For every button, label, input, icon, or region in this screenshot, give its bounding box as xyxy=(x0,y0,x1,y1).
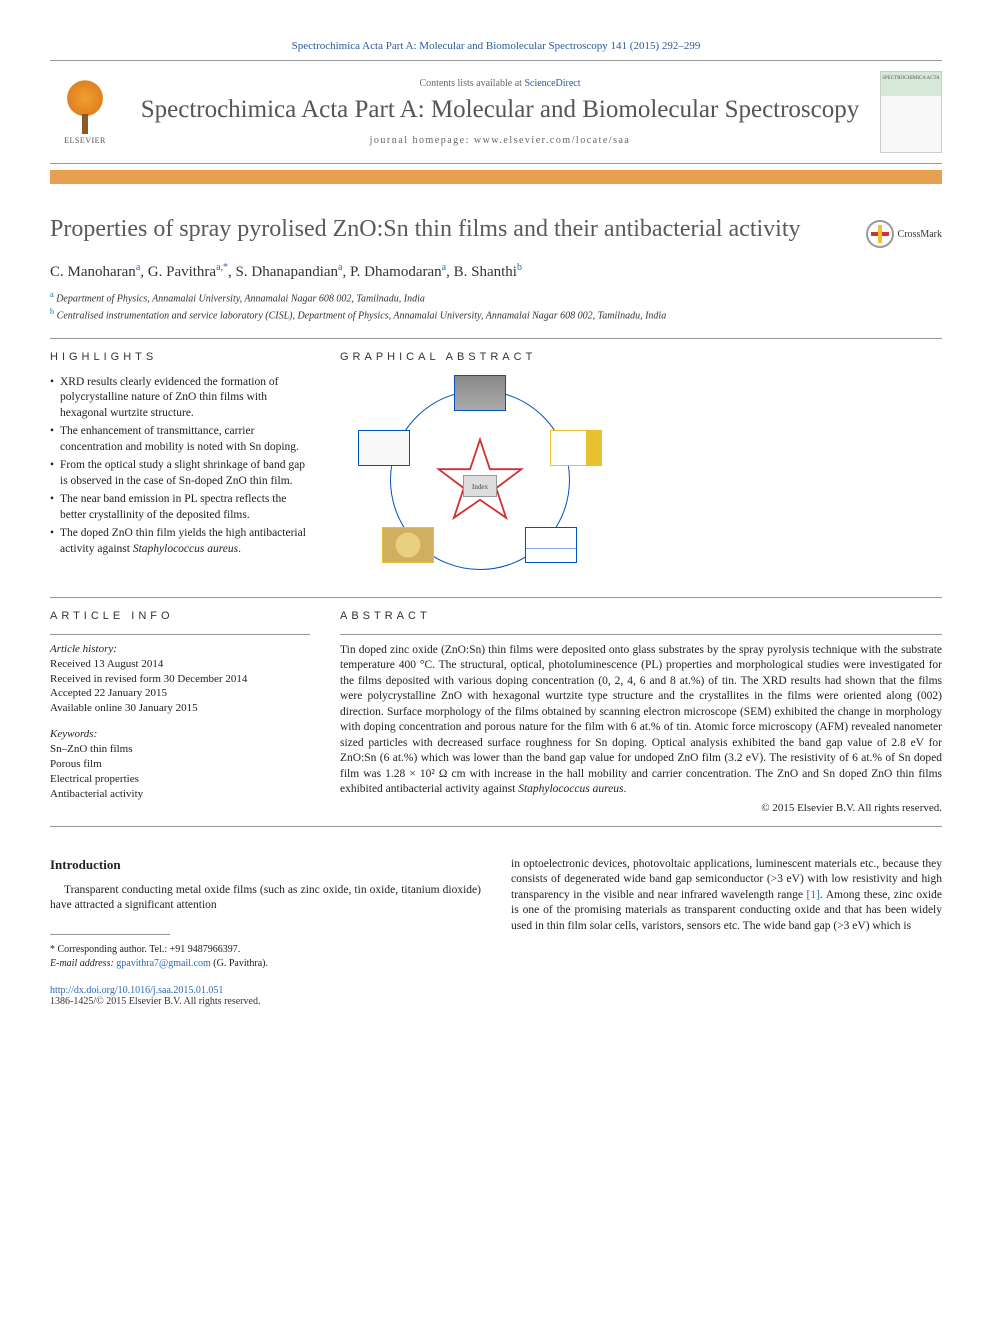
ga-thumb-bottom-left xyxy=(382,527,434,563)
contents-line: Contents lists available at ScienceDirec… xyxy=(120,78,880,89)
ga-thumb-left xyxy=(358,430,410,466)
email-link[interactable]: gpavithra7@gmail.com xyxy=(116,958,210,969)
graphical-abstract-figure: Index xyxy=(340,375,620,585)
highlights-label: HIGHLIGHTS xyxy=(50,351,310,363)
crossmark-label: CrossMark xyxy=(898,229,942,240)
ga-thumb-top xyxy=(454,375,506,411)
ga-center-label: Index xyxy=(463,475,497,497)
highlights-list: XRD results clearly evidenced the format… xyxy=(50,375,310,558)
divider xyxy=(50,338,942,339)
highlight-item: XRD results clearly evidenced the format… xyxy=(50,375,310,422)
elsevier-label: ELSEVIER xyxy=(64,136,106,145)
abstract-label: ABSTRACT xyxy=(340,610,942,622)
sciencedirect-link[interactable]: ScienceDirect xyxy=(524,78,580,89)
crossmark-badge[interactable]: CrossMark xyxy=(866,220,942,248)
intro-right-column: in optoelectronic devices, photovoltaic … xyxy=(511,857,942,1007)
highlight-item: The enhancement of transmittance, carrie… xyxy=(50,424,310,455)
abstract-column: ABSTRACT Tin doped zinc oxide (ZnO:Sn) t… xyxy=(340,610,942,814)
history-text: Received 13 August 2014Received in revis… xyxy=(50,657,310,716)
article-title: Properties of spray pyrolised ZnO:Sn thi… xyxy=(50,214,846,244)
abstract-copyright: © 2015 Elsevier B.V. All rights reserved… xyxy=(340,802,942,814)
ga-thumb-right xyxy=(550,430,602,466)
intro-paragraph-right: in optoelectronic devices, photovoltaic … xyxy=(511,857,942,935)
highlights-graphical-row: HIGHLIGHTS XRD results clearly evidenced… xyxy=(50,351,942,585)
divider xyxy=(340,634,942,635)
article-history: Article history: Received 13 August 2014… xyxy=(50,643,310,802)
email-label: E-mail address: xyxy=(50,958,116,969)
divider xyxy=(50,597,942,598)
keywords-label: Keywords: xyxy=(50,728,310,740)
citation-line: Spectrochimica Acta Part A: Molecular an… xyxy=(50,40,942,52)
intro-columns: Introduction Transparent conducting meta… xyxy=(50,857,942,1007)
journal-name: Spectrochimica Acta Part A: Molecular an… xyxy=(120,95,880,125)
crossmark-icon xyxy=(866,220,894,248)
affiliations: a Department of Physics, Annamalai Unive… xyxy=(50,289,942,324)
email-suffix: (G. Pavithra). xyxy=(211,958,268,969)
article-info-label: ARTICLE INFO xyxy=(50,610,310,622)
journal-cover-thumbnail: SPECTROCHIMICA ACTA xyxy=(880,71,942,153)
cover-label: SPECTROCHIMICA ACTA xyxy=(881,72,941,82)
corresponding-marker: * Corresponding author. Tel.: +91 948796… xyxy=(50,943,481,957)
article-page: Spectrochimica Acta Part A: Molecular an… xyxy=(0,0,992,1047)
contents-prefix: Contents lists available at xyxy=(419,78,524,89)
doi-line: http://dx.doi.org/10.1016/j.saa.2015.01.… xyxy=(50,985,481,996)
keywords-text: Sn–ZnO thin filmsPorous filmElectrical p… xyxy=(50,742,310,801)
footnote-divider xyxy=(50,934,170,935)
info-abstract-row: ARTICLE INFO Article history: Received 1… xyxy=(50,610,942,814)
orange-divider-bar xyxy=(50,170,942,184)
elsevier-tree-icon xyxy=(60,79,110,134)
elsevier-logo: ELSEVIER xyxy=(50,72,120,152)
article-info-column: ARTICLE INFO Article history: Received 1… xyxy=(50,610,310,814)
footer-copyright: 1386-1425/© 2015 Elsevier B.V. All right… xyxy=(50,996,481,1007)
highlight-item: From the optical study a slight shrinkag… xyxy=(50,458,310,489)
doi-link[interactable]: http://dx.doi.org/10.1016/j.saa.2015.01.… xyxy=(50,985,223,996)
authors-list: C. Manoharana, G. Pavithraa,*, S. Dhanap… xyxy=(50,262,942,281)
header-center: Contents lists available at ScienceDirec… xyxy=(120,78,880,146)
history-label: Article history: xyxy=(50,643,310,655)
intro-paragraph-left: Transparent conducting metal oxide films… xyxy=(50,883,481,914)
introduction-heading: Introduction xyxy=(50,857,481,873)
ga-thumb-bottom-right xyxy=(525,527,577,563)
highlights-column: HIGHLIGHTS XRD results clearly evidenced… xyxy=(50,351,310,585)
homepage-prefix: journal homepage: xyxy=(370,135,474,146)
introduction-section: Introduction Transparent conducting meta… xyxy=(50,857,942,1007)
graphical-abstract-label: GRAPHICAL ABSTRACT xyxy=(340,351,942,363)
corresponding-email-line: E-mail address: gpavithra7@gmail.com (G.… xyxy=(50,957,481,971)
divider xyxy=(50,826,942,827)
abstract-text: Tin doped zinc oxide (ZnO:Sn) thin films… xyxy=(340,643,942,798)
highlight-item: The doped ZnO thin film yields the high … xyxy=(50,526,310,557)
corresponding-author: * Corresponding author. Tel.: +91 948796… xyxy=(50,943,481,971)
intro-left-column: Introduction Transparent conducting meta… xyxy=(50,857,481,1007)
homepage-line: journal homepage: www.elsevier.com/locat… xyxy=(120,135,880,146)
journal-header: ELSEVIER Contents lists available at Sci… xyxy=(50,60,942,164)
title-row: Properties of spray pyrolised ZnO:Sn thi… xyxy=(50,214,942,248)
divider xyxy=(50,634,310,635)
graphical-abstract-column: GRAPHICAL ABSTRACT Index xyxy=(340,351,942,585)
highlight-item: The near band emission in PL spectra ref… xyxy=(50,492,310,523)
homepage-url: www.elsevier.com/locate/saa xyxy=(474,135,630,146)
